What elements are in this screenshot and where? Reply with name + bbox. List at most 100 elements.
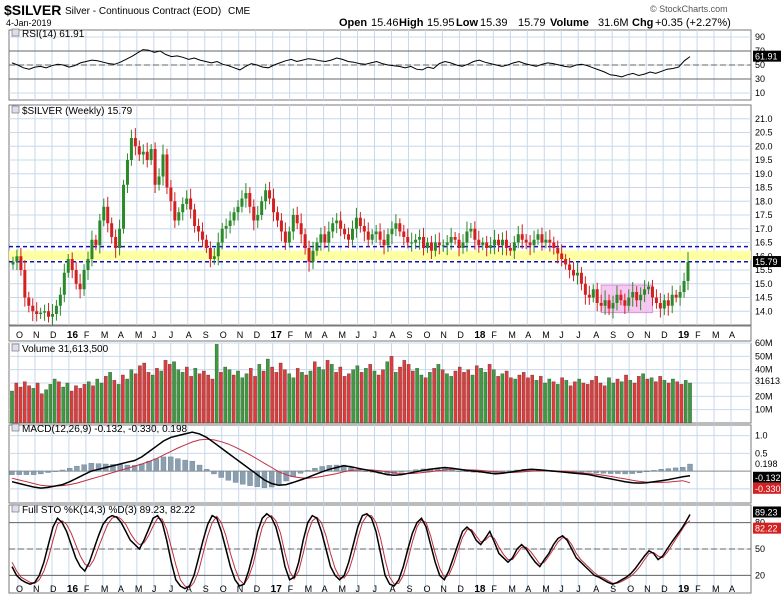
macd-histogram-bar — [456, 470, 462, 472]
x-tick-label: A — [118, 330, 124, 340]
price-y-tick: 19.5 — [755, 155, 773, 165]
volume-bar — [372, 370, 377, 424]
macd-histogram-bar — [449, 469, 455, 472]
macd-histogram-bar — [247, 470, 253, 486]
chart-marks — [9, 49, 751, 590]
x-tick-label: S — [203, 330, 209, 340]
stochastic-d-tag-bg — [753, 522, 781, 534]
x-tick-label: J — [356, 584, 361, 594]
volume-bar — [394, 372, 398, 424]
candle-body — [189, 198, 193, 210]
volume-bar — [504, 370, 509, 424]
x-tick-label: D — [254, 330, 261, 340]
candle-body — [631, 292, 635, 298]
volume-bar — [526, 377, 530, 424]
macd-histogram-bar — [593, 470, 599, 474]
volume-bar — [462, 372, 466, 424]
volume-bar — [236, 370, 240, 424]
volume-bar — [99, 382, 104, 424]
volume-bar — [338, 366, 343, 424]
macd-y-tick: 0.5 — [755, 448, 768, 458]
candle-body — [497, 239, 501, 246]
candle-body — [481, 242, 485, 246]
x-tick-label: J — [356, 330, 361, 340]
volume-bar — [283, 369, 287, 424]
candle-body — [260, 201, 264, 215]
macd-frame — [8, 424, 752, 504]
volume-bar — [257, 364, 262, 424]
volume-bar — [227, 369, 232, 424]
macd-histogram-bar — [406, 470, 412, 472]
candle-body — [422, 237, 426, 248]
volume-bar — [368, 364, 372, 424]
rsi-y-tick: 10 — [755, 88, 765, 98]
volume-bar — [197, 373, 202, 424]
candle-body — [153, 149, 157, 185]
candle-body — [244, 193, 248, 199]
volume-bar — [125, 378, 129, 424]
candle-body — [86, 259, 90, 270]
volume-bar — [291, 377, 296, 424]
candle-body — [106, 206, 110, 224]
candle-body — [74, 270, 78, 284]
candle-body — [248, 193, 252, 207]
macd-histogram-bar — [232, 470, 239, 483]
volume-bar — [415, 368, 419, 424]
volume-bar — [223, 366, 227, 424]
candle-body — [212, 256, 216, 259]
volume-bar — [590, 380, 594, 424]
price-y-tick: 18.5 — [755, 183, 773, 193]
candle-body — [272, 198, 276, 213]
candle-body — [544, 239, 548, 243]
panel-toggle-icon — [11, 504, 20, 513]
candle-body — [157, 176, 161, 185]
volume-bar — [308, 370, 313, 424]
volume-bar — [385, 361, 389, 424]
x-tick-label: N — [237, 330, 244, 340]
macd-histogram-bar — [268, 470, 275, 488]
macd-histogram-bar — [182, 459, 188, 472]
candle-body — [528, 242, 532, 246]
volume-bar — [602, 385, 607, 424]
macd-histogram-bar — [95, 463, 102, 472]
volume-bar — [620, 381, 624, 424]
volume-bar — [142, 362, 146, 424]
candle-body — [90, 239, 94, 259]
candle-body — [303, 234, 307, 248]
macd-histogram-bar — [622, 470, 628, 475]
macd-histogram-bar — [196, 464, 203, 472]
candle-body — [299, 223, 303, 235]
volume-bar — [453, 370, 458, 424]
volume-bar — [138, 365, 142, 424]
candle-body — [275, 212, 279, 221]
macd-histogram-bar — [636, 470, 643, 474]
x-tick-label: M — [135, 584, 143, 594]
low-label: Low — [456, 17, 478, 29]
macd-histogram-bar — [600, 470, 607, 474]
candle-body — [572, 270, 576, 276]
candle-body — [469, 228, 473, 232]
candle-body — [208, 248, 212, 259]
volume-bar — [402, 360, 407, 424]
candle-body — [587, 294, 591, 298]
macd-histogram-bar — [506, 470, 513, 472]
candle-body — [283, 231, 287, 243]
volume-bar — [534, 380, 539, 424]
candle-body — [686, 262, 690, 281]
volume-bar — [334, 372, 338, 424]
volume-bar — [351, 369, 355, 424]
candle-body — [315, 242, 319, 251]
candle-body — [370, 234, 374, 240]
x-tick-label: M — [305, 330, 313, 340]
macd-y-tick: 1.0 — [755, 431, 768, 441]
x-tick-label: J — [373, 330, 378, 340]
candle-body — [27, 297, 31, 306]
candle-body — [15, 256, 19, 262]
volume-bar — [688, 382, 692, 424]
price-y-tick: 15.0 — [755, 279, 773, 289]
candle-body — [402, 231, 406, 237]
macd-histogram-bar — [579, 470, 585, 473]
macd-histogram-bar — [30, 470, 37, 475]
volume-bar — [509, 377, 513, 424]
candle-body — [343, 228, 347, 235]
